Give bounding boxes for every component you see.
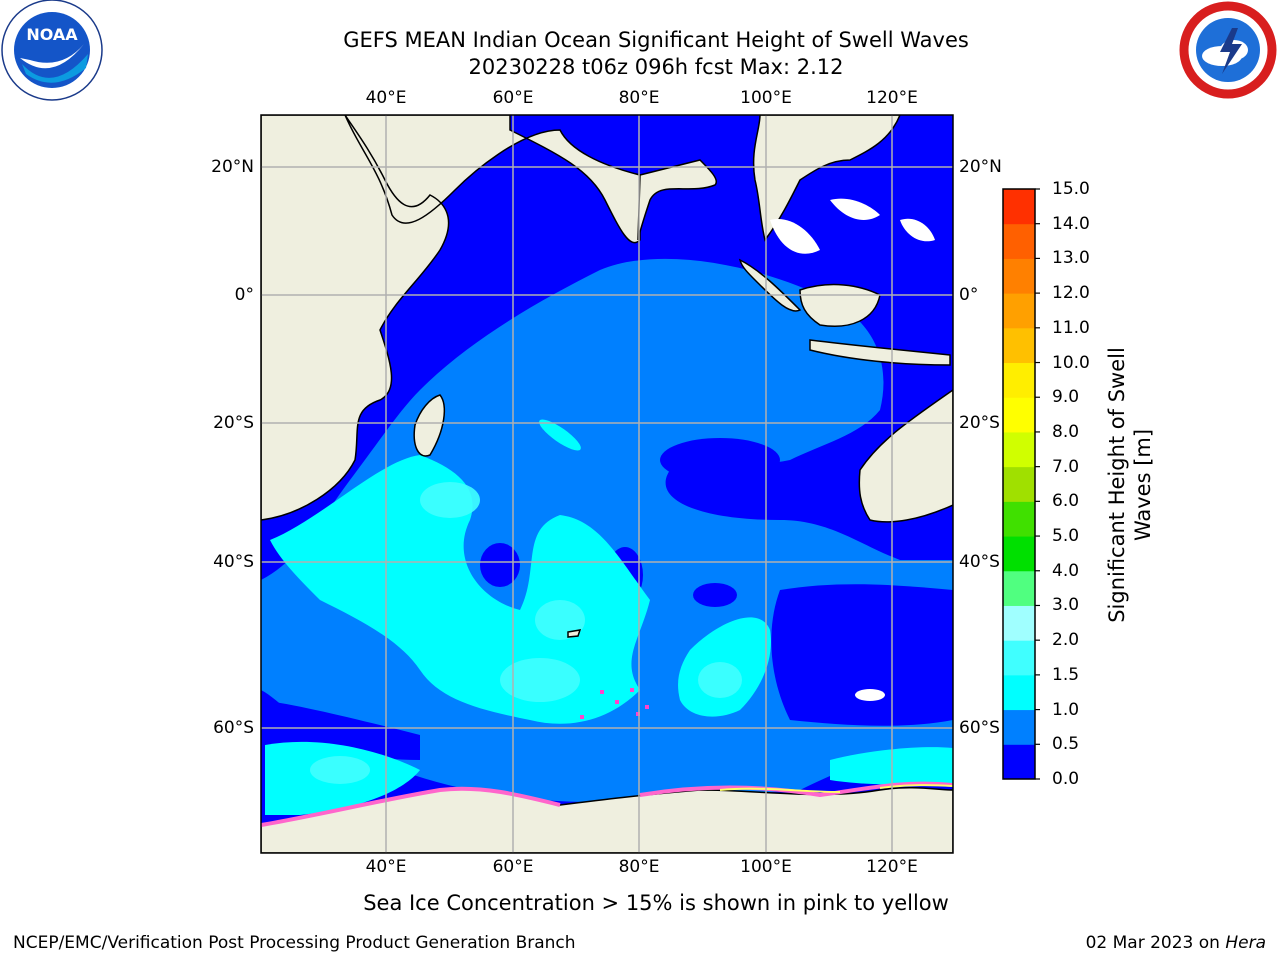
colorbar-segment (1003, 640, 1035, 676)
y-tick-right-20n: 20°N (959, 157, 1002, 177)
noaa-logo: NOAA (1, 0, 103, 101)
sea-ice-patches (580, 688, 649, 719)
map-frame (260, 114, 954, 854)
x-tick-bottom-40e: 40°E (365, 857, 407, 877)
colorbar-tick-label: 13.0 (1052, 248, 1090, 269)
colorbar-segment (1003, 258, 1035, 294)
colorbar-tick-label: 3.0 (1052, 595, 1080, 616)
colorbar-segment (1003, 466, 1035, 502)
colorbar-label: Significant Height of Swell Waves [m] (1105, 347, 1155, 623)
nws-logo (1179, 1, 1277, 99)
host-name: Hera (1225, 933, 1266, 953)
swell-band-high (265, 455, 953, 815)
map-title: GEFS MEAN Indian Ocean Significant Heigh… (343, 28, 969, 52)
colorbar-segment (1003, 397, 1035, 433)
x-tick-top-100e: 100°E (740, 88, 792, 108)
ocean-swell-field (261, 115, 953, 853)
colorbar-tick-label: 9.0 (1052, 387, 1080, 408)
swell-band-medium (261, 258, 953, 802)
colorbar-segment (1003, 744, 1035, 780)
y-tick-left-20n: 20°N (211, 157, 254, 177)
sea-ice-edge (261, 781, 953, 827)
x-tick-bottom-120e: 120°E (866, 857, 918, 877)
y-tick-left-0: 0° (234, 285, 254, 305)
map-subtitle: 20230228 t06z 096h fcst Max: 2.12 (468, 55, 844, 79)
colorbar-tick-label: 0.0 (1052, 769, 1080, 789)
y-tick-right-40s: 40°S (959, 552, 1000, 572)
x-tick-top-120e: 120°E (866, 88, 918, 108)
colorbar-tick-label: 4.0 (1052, 560, 1080, 581)
colorbar-tick-label: 7.0 (1052, 456, 1080, 477)
colorbar-segment (1003, 223, 1035, 259)
colorbar-tick-label: 10.0 (1052, 352, 1090, 373)
colorbar (1002, 188, 1040, 780)
colorbar-segment (1003, 362, 1035, 398)
colorbar-tick-label: 15.0 (1052, 179, 1090, 199)
colorbar-tick-label: 2.0 (1052, 630, 1080, 651)
x-tick-top-60e: 60°E (492, 88, 534, 108)
sea-ice-caption: Sea Ice Concentration > 15% is shown in … (363, 891, 949, 915)
y-tick-right-60s: 60°S (959, 718, 1000, 738)
colorbar-segment (1003, 709, 1035, 745)
colorbar-segment (1003, 327, 1035, 364)
colorbar-tick-label: 12.0 (1052, 283, 1090, 304)
y-tick-left-40s: 40°S (213, 552, 254, 572)
land-masses (261, 115, 953, 853)
credit-text: NCEP/EMC/Verification Post Processing Pr… (13, 933, 576, 953)
colorbar-tick-label: 1.5 (1052, 664, 1080, 685)
y-tick-right-20s: 20°S (959, 413, 1000, 433)
x-tick-top-80e: 80°E (618, 88, 660, 108)
y-tick-left-20s: 20°S (213, 413, 254, 433)
map-grid (261, 115, 953, 853)
run-date: 02 Mar 2023 on Hera (1085, 933, 1266, 953)
x-tick-bottom-60e: 60°E (492, 857, 534, 877)
svg-text:NOAA: NOAA (26, 25, 78, 44)
x-tick-bottom-100e: 100°E (740, 857, 792, 877)
colorbar-tick-label: 8.0 (1052, 421, 1080, 442)
colorbar-tick-label: 5.0 (1052, 526, 1080, 547)
colorbar-segment (1003, 536, 1035, 572)
colorbar-segment (1003, 674, 1035, 711)
colorbar-segment (1003, 189, 1035, 225)
colorbar-segment (1003, 570, 1035, 606)
x-tick-bottom-80e: 80°E (618, 857, 660, 877)
colorbar-segment (1003, 605, 1035, 641)
y-tick-right-0: 0° (959, 285, 979, 305)
y-tick-left-60s: 60°S (213, 718, 254, 738)
colorbar-segment (1003, 501, 1035, 537)
x-tick-top-40e: 40°E (365, 88, 407, 108)
colorbar-segment (1003, 293, 1035, 329)
colorbar-tick-label: 1.0 (1052, 699, 1080, 720)
colorbar-tick-label: 14.0 (1052, 213, 1090, 234)
colorbar-tick-label: 6.0 (1052, 491, 1080, 512)
colorbar-tick-label: 0.5 (1052, 734, 1080, 755)
colorbar-tick-label: 11.0 (1052, 317, 1090, 338)
colorbar-segment (1003, 431, 1035, 468)
